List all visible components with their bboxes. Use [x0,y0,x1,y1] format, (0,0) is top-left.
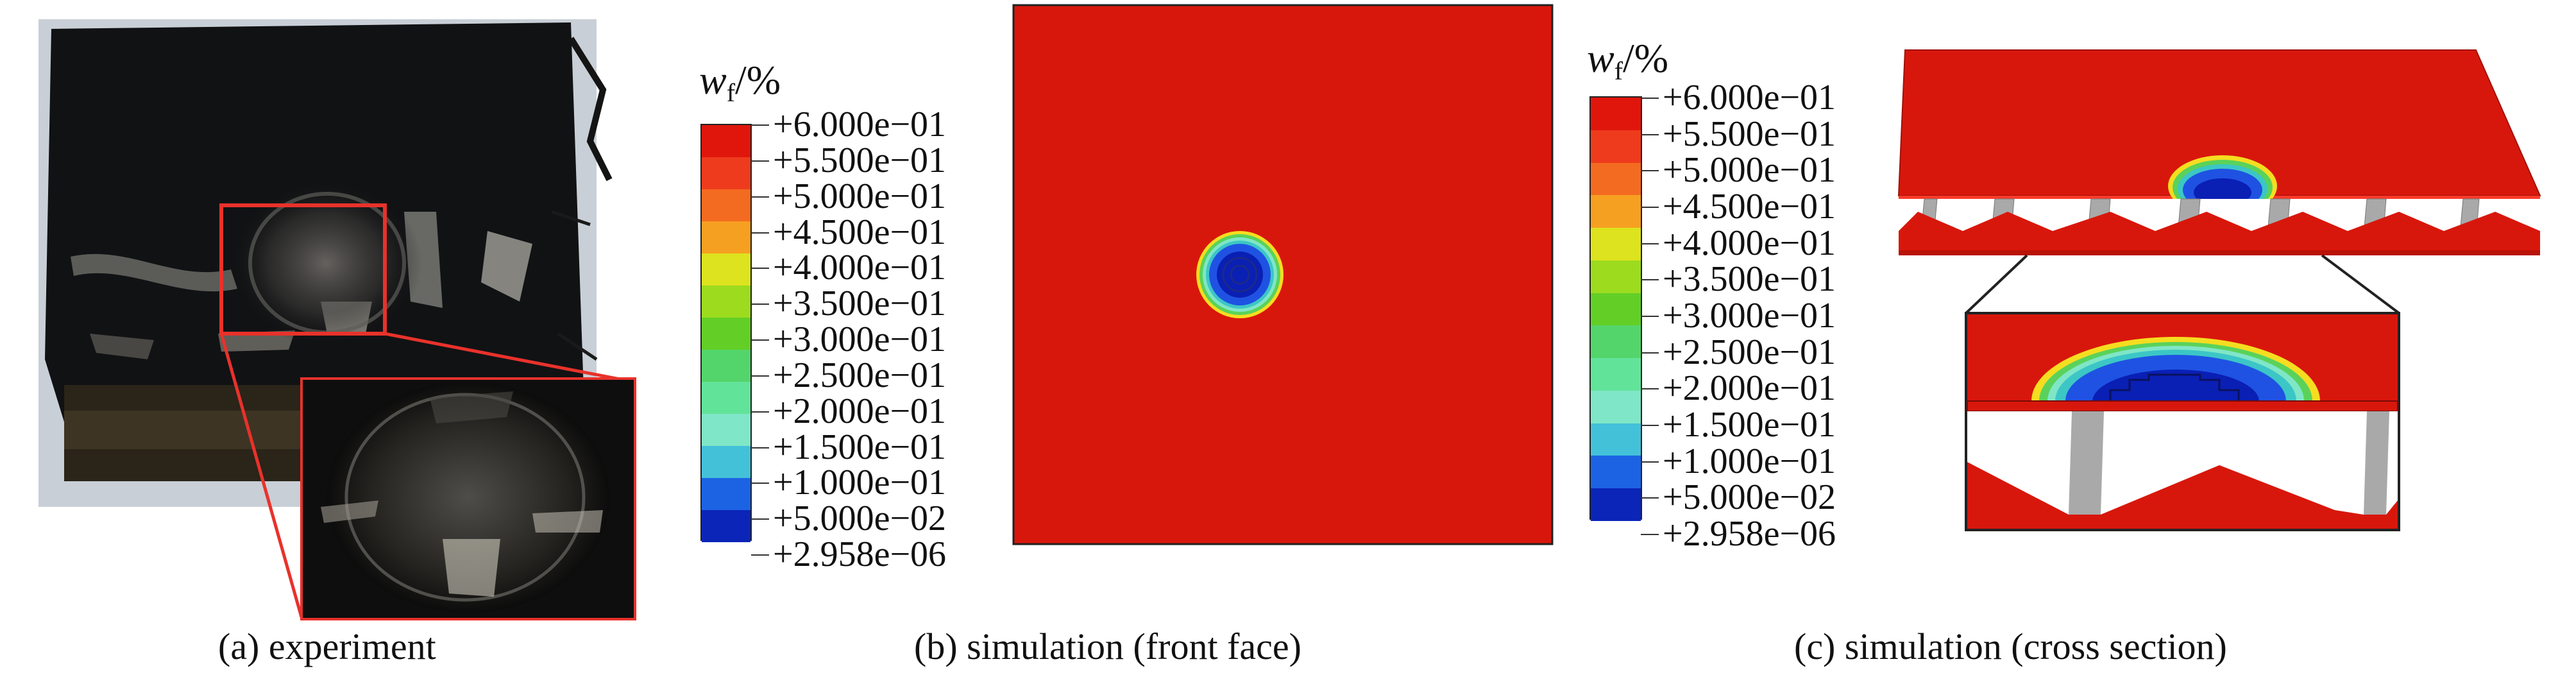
caption-a: (a) experiment [218,626,436,667]
legend-c-label: +2.000e−01 [1663,368,1836,409]
legend-c-label: +1.500e−01 [1663,405,1836,445]
legend-c-tick [1641,243,1659,244]
cross-section-zoom-inset [1965,312,2400,531]
legend-b-swatch [702,157,750,189]
legend-c-label: +3.500e−01 [1663,259,1836,300]
legend-c-label: +4.500e−01 [1663,187,1836,226]
legend-b-label: +5.000e−02 [773,499,947,539]
experiment-zoom-inset [300,377,636,620]
legend-b-swatch [702,125,750,157]
legend-b-swatch [702,350,750,382]
legend-b-label: +5.000e−01 [773,176,947,216]
cross-section-3d [1897,49,2541,531]
front-face-contour [1012,4,1554,545]
legend-b-tick [751,232,769,234]
caption-c: (c) simulation (cross section) [1794,626,2227,667]
legend-c-label: +2.958e−06 [1663,514,1836,554]
legend-b-colorbar [700,124,752,542]
legend-c-title: wf/% [1587,35,1669,85]
legend-b-swatch [702,414,750,446]
legend-b-tick [751,483,769,484]
legend-b-label: +2.500e−01 [773,355,947,395]
legend-c-label: +2.500e−01 [1663,332,1836,372]
legend-b-swatch [702,221,750,253]
legend-b-tick [751,339,769,341]
legend-b-tick [751,124,769,126]
legend-b-label: +2.958e−06 [773,534,947,574]
legend-b-label: +2.000e−01 [773,391,947,431]
legend-c-swatch [1591,293,1641,326]
legend-c-swatch [1591,98,1641,130]
legend-b-tick [751,411,769,413]
legend-c-swatch [1591,488,1641,521]
legend-c-label: +1.000e−01 [1663,441,1836,481]
legend-c-swatch [1591,195,1641,228]
legend-c-tick [1641,352,1659,354]
legend-c-tick [1641,534,1659,535]
legend-c-swatch [1591,358,1641,391]
legend-c-label: +5.000e−01 [1663,150,1836,191]
legend-b-tick [751,196,769,198]
legend-c-tick [1641,425,1659,426]
legend-c-label: +5.500e−01 [1663,114,1836,154]
legend-b-tick [751,518,769,520]
legend-b-label: +6.000e−01 [773,105,947,144]
legend-b-label: +4.500e−01 [773,212,947,252]
legend-c-label: +5.000e−02 [1663,477,1836,518]
legend-c-label: +3.000e−01 [1663,296,1836,336]
legend-b-swatch [702,446,750,478]
legend-b-tick [751,268,769,269]
experiment-photo [38,19,634,618]
legend-b-swatch [702,286,750,318]
legend-c-tick [1641,497,1659,499]
legend-b-swatch [702,318,750,350]
legend-b-tick [751,447,769,449]
legend-b-swatch [702,510,750,542]
legend-c-tick [1641,207,1659,208]
legend-b-tick [751,554,769,556]
legend-c-colorbar [1589,96,1642,521]
caption-b: (b) simulation (front face) [914,626,1301,667]
legend-b-tick [751,160,769,162]
legend-c-tick [1641,461,1659,463]
legend-b-label: +1.000e−01 [773,463,947,503]
legend-c-swatch [1591,162,1641,196]
legend-b-labels: +6.000e−01 +5.500e−01 +5.000e−01 +4.500e−01… [751,105,991,572]
legend-c-swatch [1591,130,1641,163]
legend-b-title: wf/% [699,57,781,107]
legend-b-label: +4.000e−01 [773,248,947,288]
legend-c-swatch [1591,423,1641,456]
legend-c-swatch [1591,325,1641,359]
legend-c-tick [1641,133,1659,135]
legend-c-label: +6.000e−01 [1663,78,1836,117]
legend-b-swatch [702,478,750,510]
panel-a [26,0,641,620]
legend-b-swatch [702,189,750,221]
legend-b-label: +3.500e−01 [773,284,947,324]
legend-c-tick [1641,98,1659,99]
legend-c-labels: +6.000e−01 +5.500e−01 +5.000e−01 +4.500e−01… [1641,78,1881,552]
legend-c-tick [1641,316,1659,317]
legend-c-label: +4.000e−01 [1663,223,1836,263]
legend-c-swatch [1591,456,1641,489]
legend-c-tick [1641,170,1659,172]
legend-b-swatch [702,253,750,286]
legend-b-tick [751,375,769,377]
legend-b-label: +3.000e−01 [773,320,947,359]
legend-c-swatch [1591,260,1641,293]
legend-c-tick [1641,388,1659,390]
legend-b-tick [751,303,769,305]
legend-c-tick [1641,279,1659,281]
legend-c-swatch [1591,228,1641,261]
legend-b-label: +1.500e−01 [773,427,947,467]
legend-c-swatch [1591,390,1641,423]
legend-b-label: +5.500e−01 [773,140,947,180]
legend-b-swatch [702,382,750,414]
